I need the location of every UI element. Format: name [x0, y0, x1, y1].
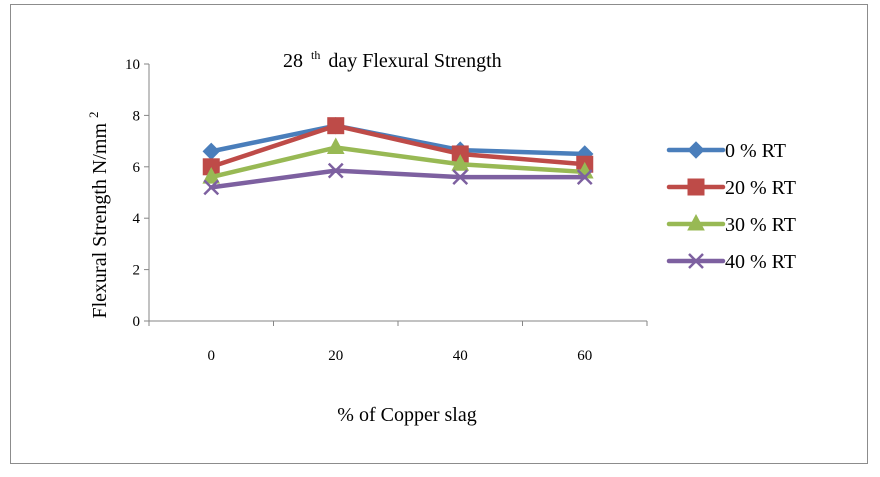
plot-layer: 0 2 4 6 8 10 0 20 40 60	[125, 57, 648, 364]
data-point-2-1	[326, 137, 345, 155]
legend-label-2: 30 % RT	[725, 214, 796, 236]
data-point-3-0	[203, 179, 220, 196]
chart-title-superscript: th	[311, 48, 320, 62]
data-point-2-0	[202, 167, 221, 184]
x-tick-label: 0	[208, 348, 216, 364]
y-tick-label: 2	[133, 263, 141, 279]
legend-marker-3-stroke-b	[688, 253, 704, 269]
legend-entry-3: 40 % RT	[666, 251, 796, 273]
y-axis-label-superscript: 2	[86, 111, 101, 118]
data-point-3-2-stroke-b	[452, 169, 469, 185]
legend-entry-1: 20 % RT	[666, 177, 796, 199]
series-3	[203, 162, 593, 196]
data-point-3-3	[576, 169, 593, 185]
x-tick-label: 20	[328, 348, 343, 364]
y-tick-label: 10	[125, 57, 140, 73]
chart-svg: 28 th day Flexural Strength Flexural Str…	[86, 42, 796, 426]
x-tick-label: 40	[453, 348, 468, 364]
y-axis-label: Flexural Strength N/mm 2	[86, 111, 111, 318]
chart-title: 28 th day Flexural Strength	[283, 42, 502, 72]
x-axis-label: % of Copper slag	[337, 404, 476, 426]
y-tick-label: 8	[133, 108, 141, 124]
data-point-3-2	[452, 169, 469, 185]
series-line-3	[209, 168, 587, 190]
legend: 0 % RT 20 % RT 30 % RT 40 % RT	[666, 140, 796, 273]
legend-marker-1	[687, 178, 705, 196]
chart-area: 28 th day Flexural Strength Flexural Str…	[10, 4, 868, 464]
data-point-3-1-stroke-b	[327, 162, 344, 179]
series-line-1	[209, 123, 587, 170]
y-tick-label: 6	[133, 160, 141, 176]
y-tick-label: 4	[133, 211, 141, 227]
legend-marker-2	[687, 213, 705, 231]
data-point-0-0	[202, 142, 220, 161]
chart-title-rest: day Flexural Strength	[328, 50, 501, 72]
series-line-2	[209, 145, 587, 180]
legend-label-1: 20 % RT	[725, 177, 796, 199]
legend-entry-2: 30 % RT	[666, 213, 796, 236]
legend-marker-3	[688, 253, 704, 269]
data-point-2-2	[451, 154, 470, 171]
legend-entry-0: 0 % RT	[666, 140, 786, 162]
chart-title-number: 28	[283, 50, 303, 72]
data-point-3-3-stroke-b	[576, 169, 593, 185]
data-point-3-1	[327, 162, 344, 179]
legend-marker-0	[687, 141, 705, 159]
x-tick-label: 60	[577, 348, 592, 364]
data-point-1-1	[327, 117, 345, 135]
data-point-3-0-stroke-b	[203, 179, 220, 196]
legend-label-3: 40 % RT	[725, 251, 796, 273]
legend-label-0: 0 % RT	[725, 140, 786, 162]
y-axis-label-text: Flexural Strength N/mm	[89, 123, 111, 319]
series-1	[202, 117, 594, 176]
y-tick-label: 0	[133, 314, 141, 330]
